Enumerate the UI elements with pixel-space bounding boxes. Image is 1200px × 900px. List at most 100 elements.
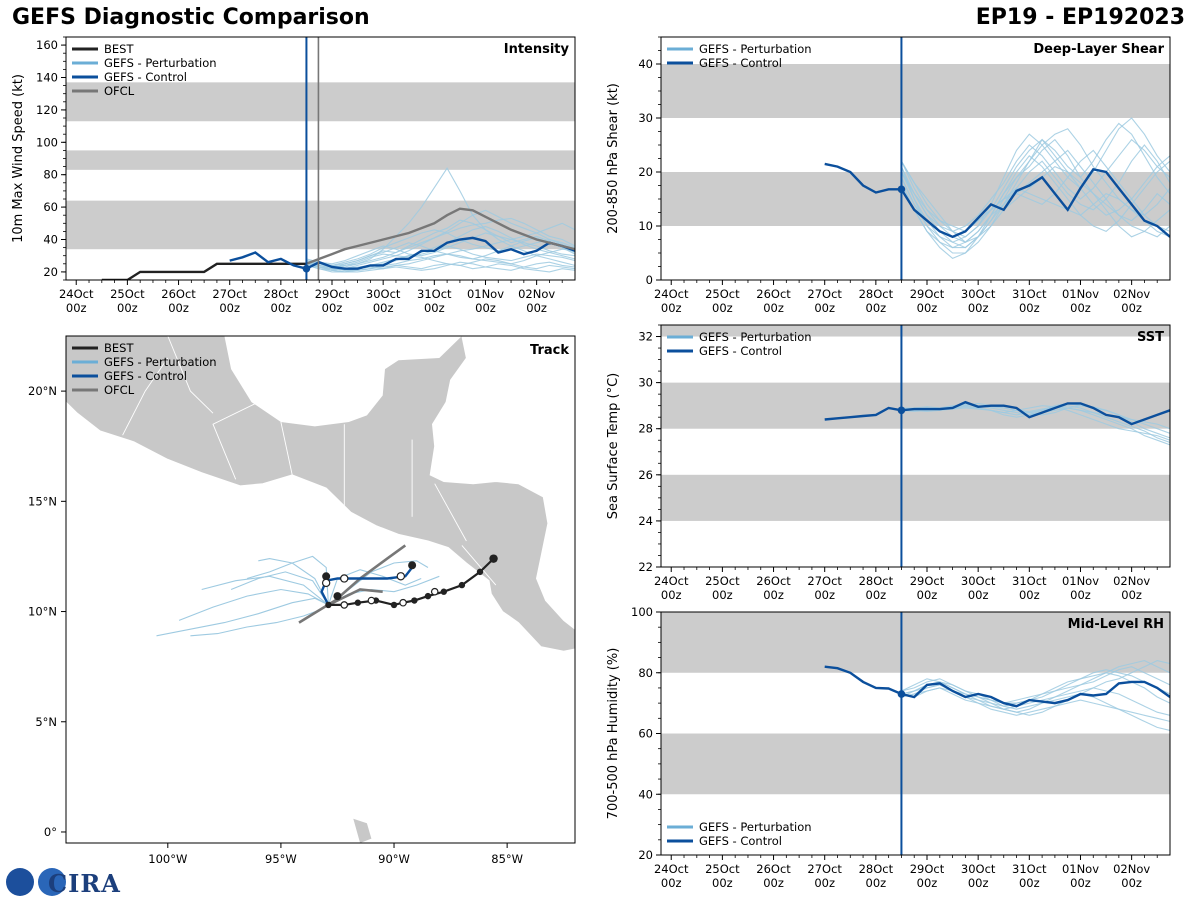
legend-label: OFCL bbox=[104, 84, 135, 98]
legend-label: GEFS - Perturbation bbox=[104, 355, 217, 369]
perturbation-member-line bbox=[306, 222, 575, 273]
x-tick-label: 27Oct 00z bbox=[807, 862, 842, 890]
y-tick-label: 30 bbox=[638, 376, 653, 390]
gefs-control-line bbox=[229, 236, 575, 270]
x-tick-label: 01Nov 00z bbox=[1062, 574, 1099, 602]
y-tick-label: 160 bbox=[36, 38, 58, 52]
perturbation-member-line bbox=[306, 217, 575, 268]
gefs-control-line bbox=[824, 665, 1170, 708]
legend-label: GEFS - Perturbation bbox=[699, 330, 812, 344]
x-tick-label: 28Oct 00z bbox=[859, 287, 894, 315]
x-tick-label: 26Oct 00z bbox=[161, 287, 196, 315]
control-init-point bbox=[897, 185, 906, 194]
chart-shear: 0 10 20 30 40 24Oct 00z 25Oct 00z 26Oct 00z 27Oct 00… bbox=[606, 36, 1171, 315]
y-tick-label: 30 bbox=[638, 111, 653, 125]
y-tick-label: 60 bbox=[638, 727, 653, 741]
best-track-point bbox=[476, 568, 484, 576]
map-area bbox=[66, 336, 575, 843]
best-track-point bbox=[440, 588, 447, 595]
x-tick-label: 01Nov 00z bbox=[1062, 287, 1099, 315]
chart-sst: 22 24 26 28 30 32 24Oct 00z 25Oct 00z 26Oct 00z 27Oc… bbox=[606, 324, 1171, 602]
legend-label: GEFS - Control bbox=[699, 344, 782, 358]
best-track-point bbox=[325, 601, 332, 609]
best-track-open-point bbox=[367, 596, 376, 605]
y-tick-label: 100 bbox=[631, 605, 653, 619]
threshold-band bbox=[661, 474, 1170, 521]
x-tick-label: 31Oct 00z bbox=[1012, 574, 1047, 602]
perturbation-track bbox=[230, 571, 329, 606]
threshold-band bbox=[661, 733, 1170, 795]
lat-tick-label: 5°N bbox=[35, 715, 57, 729]
lon-tick-label: 95°W bbox=[265, 852, 297, 866]
perturbation-member-line bbox=[306, 261, 575, 273]
perturbation-track bbox=[327, 569, 422, 606]
threshold-band bbox=[661, 382, 1170, 429]
border-line bbox=[461, 545, 497, 586]
x-tick-label: 26Oct 00z bbox=[756, 287, 791, 315]
y-tick-label: 20 bbox=[638, 165, 653, 179]
plot-area bbox=[661, 325, 1170, 521]
x-tick-label: 27Oct 00z bbox=[212, 287, 247, 315]
x-tick-label: 24Oct 00z bbox=[654, 862, 689, 890]
x-tick-label: 26Oct 00z bbox=[756, 862, 791, 890]
y-tick-label: 26 bbox=[638, 468, 653, 482]
panel-title: SST bbox=[1137, 330, 1164, 345]
perturbation-track bbox=[258, 558, 329, 606]
best-track-open-point bbox=[340, 601, 349, 609]
y-tick-label: 100 bbox=[36, 135, 58, 149]
panel-title: Intensity bbox=[504, 42, 570, 57]
control-track-open-point bbox=[396, 572, 406, 581]
legend-label: GEFS - Perturbation bbox=[104, 56, 217, 70]
gulf-of-mexico-water bbox=[224, 336, 462, 427]
threshold-band bbox=[66, 82, 575, 122]
perturbation-member-line bbox=[900, 117, 1170, 243]
x-tick-label: 02Nov 00z bbox=[518, 287, 555, 315]
x-tick-label: 02Nov 00z bbox=[1113, 862, 1150, 890]
y-tick-label: 10 bbox=[638, 219, 653, 233]
threshold-band bbox=[661, 325, 1170, 337]
legend-label: GEFS - Control bbox=[699, 834, 782, 848]
lat-tick-label: 20°N bbox=[28, 384, 57, 398]
chart-intensity: 20 40 60 80 100 120 140 160 24Oct 00z 25Oct 00z 26Oc… bbox=[11, 36, 576, 315]
x-tick-label: 24Oct 00z bbox=[654, 287, 689, 315]
figure-title: GEFS Diagnostic Comparison bbox=[12, 5, 370, 30]
x-tick-label: 29Oct 00z bbox=[910, 287, 945, 315]
y-tick-label: 60 bbox=[43, 200, 58, 214]
border-line bbox=[434, 483, 467, 542]
lat-tick-label: 0° bbox=[44, 825, 57, 839]
best-track-start-point bbox=[489, 554, 498, 563]
x-tick-label: 02Nov 00z bbox=[1113, 574, 1150, 602]
perturbation-member-line bbox=[900, 138, 1170, 243]
y-axis-label: 10m Max Wind Speed (kt) bbox=[11, 74, 26, 243]
control-track-point bbox=[408, 561, 417, 570]
perturbation-member-line bbox=[901, 678, 1170, 732]
x-tick-label: 30Oct 00z bbox=[366, 287, 401, 315]
y-axis-label: Sea Surface Temp (°C) bbox=[606, 373, 621, 520]
x-tick-label: 31Oct 00z bbox=[417, 287, 452, 315]
perturbation-member-line bbox=[900, 149, 1170, 249]
y-axis-label: 200-850 hPa Shear (kt) bbox=[606, 83, 621, 234]
threshold-band bbox=[661, 612, 1170, 673]
y-tick-label: 40 bbox=[43, 233, 58, 247]
lon-tick-label: 90°W bbox=[378, 852, 410, 866]
threshold-band bbox=[661, 172, 1170, 226]
legend-label: GEFS - Perturbation bbox=[699, 820, 812, 834]
perturbation-member-line bbox=[900, 144, 1170, 254]
panel-title: Deep-Layer Shear bbox=[1033, 42, 1164, 57]
legend-label: BEST bbox=[104, 42, 134, 56]
y-tick-label: 32 bbox=[638, 330, 653, 344]
legend-label: BEST bbox=[104, 341, 134, 355]
x-tick-label: 25Oct 00z bbox=[110, 287, 145, 315]
storm-id: EP19 - EP192023 bbox=[975, 5, 1185, 30]
legend-label: GEFS - Control bbox=[104, 70, 187, 84]
control-init-point bbox=[302, 264, 311, 273]
perturbation-track bbox=[190, 604, 329, 637]
lat-tick-label: 15°N bbox=[28, 494, 57, 508]
best-track-point bbox=[390, 601, 398, 609]
best-track-point bbox=[424, 592, 432, 600]
plot-area bbox=[661, 612, 1170, 795]
control-track-point bbox=[333, 592, 342, 601]
legend-label: GEFS - Control bbox=[699, 56, 782, 70]
perturbation-member-line bbox=[901, 687, 1170, 722]
y-tick-label: 22 bbox=[638, 560, 653, 574]
